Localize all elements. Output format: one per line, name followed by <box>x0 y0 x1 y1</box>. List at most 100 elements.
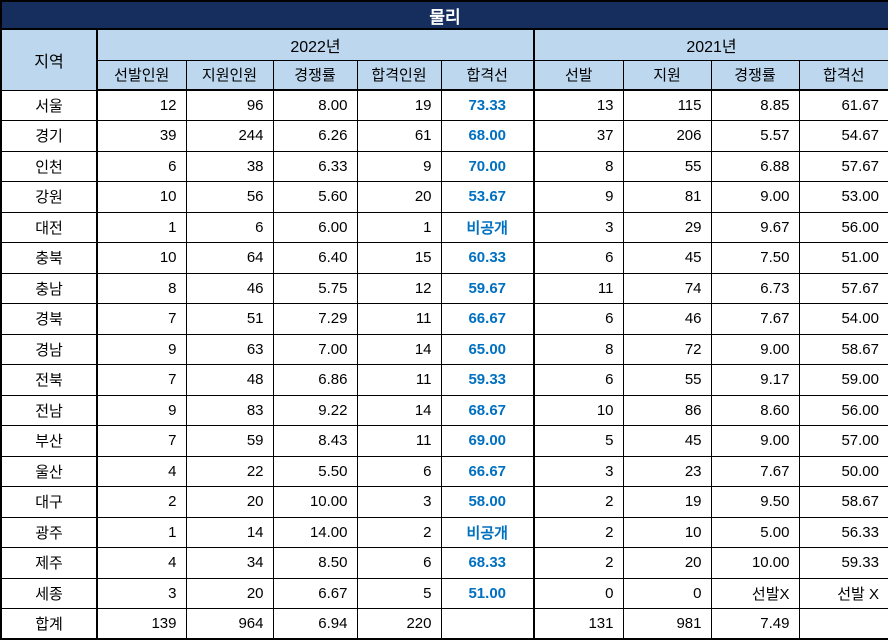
data-cell-2021: 2 <box>533 516 624 548</box>
data-cell-2021: 20 <box>622 547 712 579</box>
region-cell: 인천 <box>0 150 98 182</box>
pass-line-2022-cell: 69.00 <box>440 425 535 457</box>
data-cell-2022: 10 <box>96 181 187 213</box>
data-cell-2022: 2 <box>96 486 187 518</box>
data-cell-2022: 19 <box>356 89 442 121</box>
data-cell-2021: 56.33 <box>798 516 888 548</box>
data-cell-2021: 54.00 <box>798 303 888 335</box>
data-cell-2021: 6 <box>533 364 624 396</box>
data-cell-2022: 4 <box>96 547 187 579</box>
data-cell-2021: 7.49 <box>710 608 800 640</box>
table-row: 인천 6 38 6.33 9 70.00 8 55 6.88 57.67 <box>0 150 888 182</box>
sub-header-row: 선발인원 지원인원 경쟁률 합격인원 합격선 선발 지원 경쟁률 합격선 <box>1 59 888 91</box>
data-cell-2021: 6 <box>533 303 624 335</box>
data-cell-2022: 7 <box>96 303 187 335</box>
pass-line-2022-cell: 비공개 <box>440 516 535 548</box>
data-cell-2021: 56.00 <box>798 211 888 243</box>
sub-col-header: 선발인원 <box>96 59 187 91</box>
region-cell: 울산 <box>0 455 98 487</box>
pass-line-2022-cell: 59.67 <box>440 272 535 304</box>
data-cell-2022: 10 <box>96 242 187 274</box>
data-cell-2022: 20 <box>185 486 274 518</box>
sub-col-header: 지원 <box>622 59 712 91</box>
pass-line-2022-cell: 65.00 <box>440 333 535 365</box>
data-cell-2021: 2 <box>533 486 624 518</box>
region-cell: 충남 <box>0 272 98 304</box>
data-cell-2021: 58.67 <box>798 486 888 518</box>
table-row: 광주 1 14 14.00 2 비공개 2 10 5.00 56.33 <box>0 516 888 548</box>
data-cell-2021: 981 <box>622 608 712 640</box>
region-cell: 전남 <box>0 394 98 426</box>
sub-col-header: 지원인원 <box>185 59 274 91</box>
data-cell-2022: 8 <box>96 272 187 304</box>
table-row: 전남 9 83 9.22 14 68.67 10 86 8.60 56.00 <box>0 394 888 426</box>
data-cell-2022: 7.29 <box>272 303 358 335</box>
pass-line-2022-cell: 73.33 <box>440 89 535 121</box>
region-cell: 대구 <box>0 486 98 518</box>
data-cell-2022: 6.94 <box>272 608 358 640</box>
region-cell: 서울 <box>0 89 98 121</box>
table-title: 물리 <box>0 0 888 30</box>
region-cell: 경기 <box>0 120 98 152</box>
table-row: 부산 7 59 8.43 11 69.00 5 45 9.00 57.00 <box>0 425 888 457</box>
data-cell-2021: 59.33 <box>798 547 888 579</box>
data-cell-2021: 57.00 <box>798 425 888 457</box>
data-cell-2022: 7.00 <box>272 333 358 365</box>
data-cell-2021: 5 <box>533 425 624 457</box>
sub-col-header: 합격선 <box>440 59 535 91</box>
pass-line-2022-cell: 59.33 <box>440 364 535 396</box>
sub-col-header: 선발 <box>533 59 624 91</box>
data-cell-2022: 1 <box>96 211 187 243</box>
data-cell-2021: 37 <box>533 120 624 152</box>
region-cell: 충북 <box>0 242 98 274</box>
data-cell-2022: 51 <box>185 303 274 335</box>
data-cell-2021: 9.00 <box>710 333 800 365</box>
data-cell-2021: 6.73 <box>710 272 800 304</box>
data-cell-2021: 51.00 <box>798 242 888 274</box>
data-cell-2022: 5.75 <box>272 272 358 304</box>
table-row: 경북 7 51 7.29 11 66.67 6 46 7.67 54.00 <box>0 303 888 335</box>
sub-col-header: 경쟁률 <box>272 59 358 91</box>
data-cell-2022: 3 <box>96 577 187 609</box>
sub-col-header: 경쟁률 <box>710 59 800 91</box>
data-cell-2022: 6.40 <box>272 242 358 274</box>
data-cell-2022: 8.00 <box>272 89 358 121</box>
pass-line-2022-cell: 68.00 <box>440 120 535 152</box>
data-cell-2022: 83 <box>185 394 274 426</box>
data-cell-2021: 9.17 <box>710 364 800 396</box>
data-cell-2022: 14 <box>356 333 442 365</box>
data-cell-2021: 19 <box>622 486 712 518</box>
region-cell: 강원 <box>0 181 98 213</box>
region-cell: 제주 <box>0 547 98 579</box>
data-cell-2021: 10.00 <box>710 547 800 579</box>
data-cell-2021: 5.57 <box>710 120 800 152</box>
sub-col-header: 합격선 <box>798 59 888 91</box>
data-cell-2022: 6.86 <box>272 364 358 396</box>
region-cell: 전북 <box>0 364 98 396</box>
data-cell-2022: 5.50 <box>272 455 358 487</box>
data-cell-2022: 6.67 <box>272 577 358 609</box>
data-cell-2021: 9.67 <box>710 211 800 243</box>
data-cell-2022: 6.33 <box>272 150 358 182</box>
data-cell-2022: 6.26 <box>272 120 358 152</box>
pass-line-2022-cell: 68.67 <box>440 394 535 426</box>
data-cell-2021: 5.00 <box>710 516 800 548</box>
data-cell-2021: 2 <box>533 547 624 579</box>
data-cell-2022: 48 <box>185 364 274 396</box>
data-cell-2021: 54.67 <box>798 120 888 152</box>
region-cell: 광주 <box>0 516 98 548</box>
pass-line-2022-cell: 비공개 <box>440 211 535 243</box>
table-row: 충북 10 64 6.40 15 60.33 6 45 7.50 51.00 <box>0 242 888 274</box>
data-cell-2021: 61.67 <box>798 89 888 121</box>
table-row: 제주 4 34 8.50 6 68.33 2 20 10.00 59.33 <box>0 547 888 579</box>
title-row: 물리 <box>0 0 888 30</box>
table-row: 경기 39 244 6.26 61 68.00 37 206 5.57 54.67 <box>0 120 888 152</box>
data-cell-2021: 11 <box>533 272 624 304</box>
table-row: 충남 8 46 5.75 12 59.67 11 74 6.73 57.67 <box>0 272 888 304</box>
pass-line-2022-cell: 60.33 <box>440 242 535 274</box>
sub-col-header: 합격인원 <box>356 59 442 91</box>
pass-line-2022-cell: 66.67 <box>440 303 535 335</box>
data-cell-2021: 3 <box>533 455 624 487</box>
